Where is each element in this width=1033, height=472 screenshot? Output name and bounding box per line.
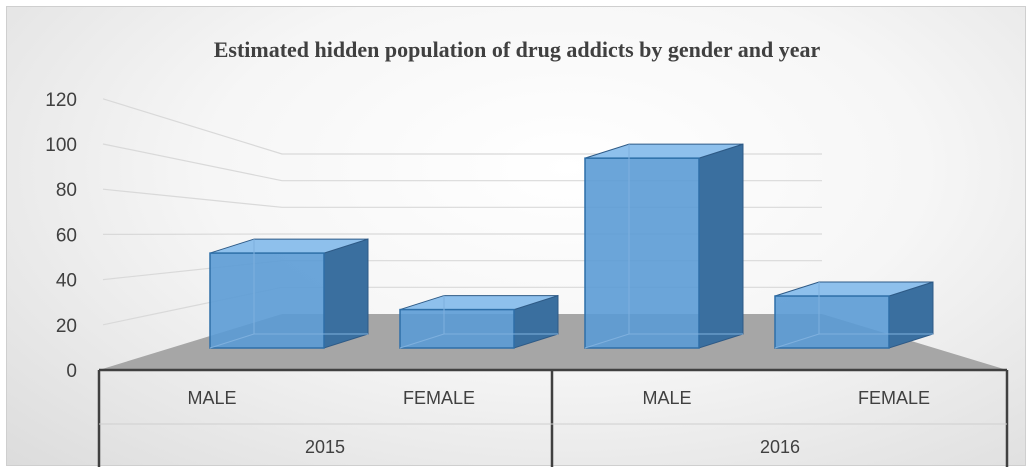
y-tick-label: 120 [45, 90, 77, 111]
x-group-label: 2016 [760, 437, 800, 457]
bar-front [774, 295, 890, 349]
bar-front [584, 157, 700, 349]
bar [209, 238, 369, 349]
bar-side [323, 238, 369, 349]
y-tick-label: 80 [56, 180, 77, 201]
x-category-label: FEMALE [403, 388, 475, 408]
y-tick-label: 60 [56, 225, 77, 246]
chart-area: Estimated hidden population of drug addi… [6, 6, 1026, 467]
chart-title: Estimated hidden population of drug addi… [214, 37, 821, 62]
bar-front [209, 252, 325, 349]
bar [774, 281, 934, 349]
bar-side [698, 143, 744, 349]
x-group-label: 2015 [305, 437, 345, 457]
bar-chart: Estimated hidden population of drug addi… [45, 37, 1009, 467]
bar-layer [209, 143, 934, 349]
y-tick-label: 0 [66, 361, 77, 382]
bar [399, 294, 559, 349]
x-category-label: MALE [187, 388, 236, 408]
x-category-label: FEMALE [858, 388, 930, 408]
axis-layer: 0 20 40 60 80 100 120 MALE FEMALE MALE FEMALE 2015 2… [45, 90, 1009, 467]
bar [584, 143, 744, 349]
y-tick-label: 20 [56, 316, 77, 337]
y-tick-label: 100 [45, 135, 77, 156]
y-tick-label: 40 [56, 271, 77, 292]
x-category-label: MALE [642, 388, 691, 408]
